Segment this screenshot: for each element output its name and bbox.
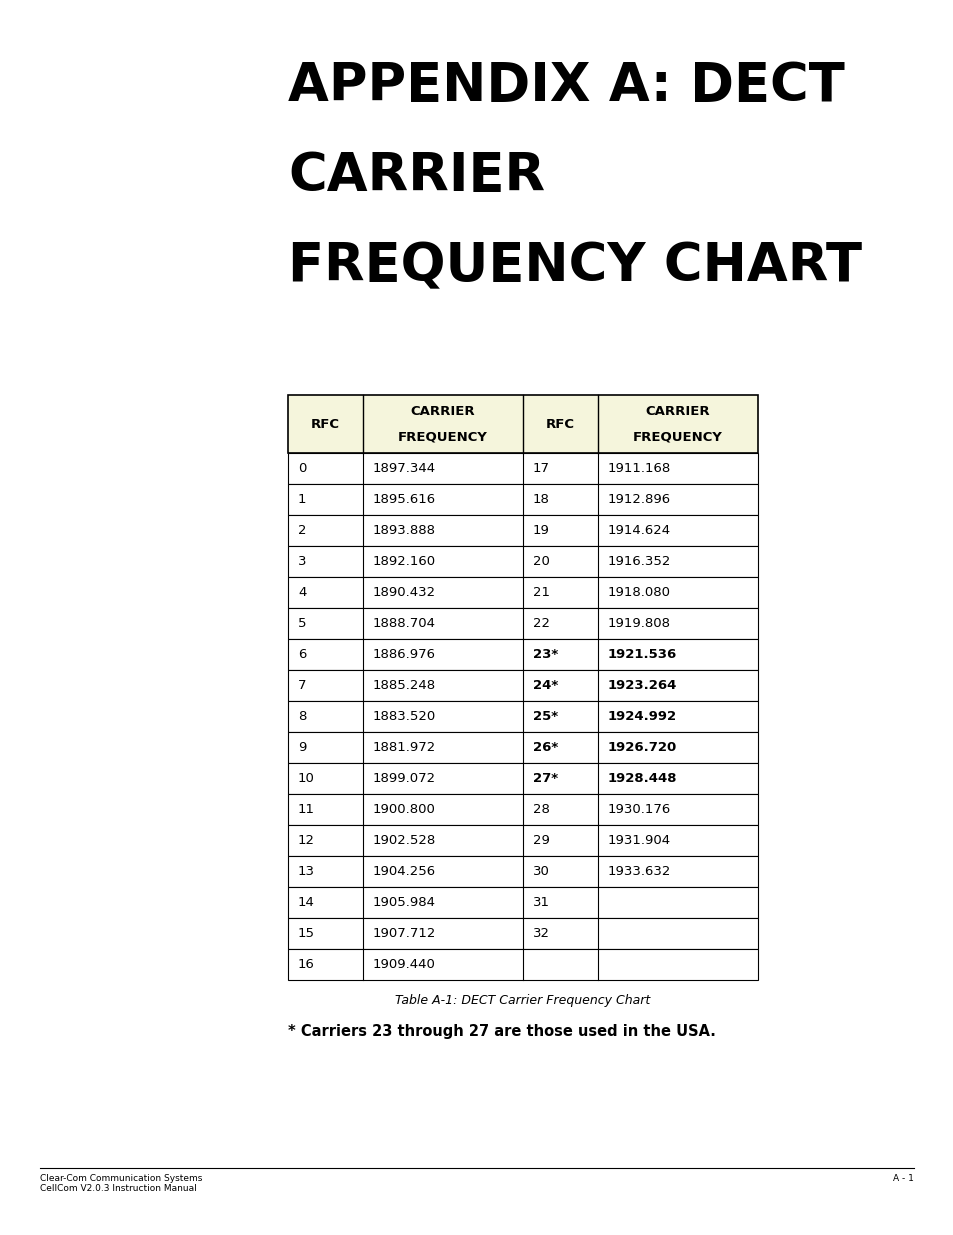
Text: 5: 5 <box>297 618 306 630</box>
Text: 1902.528: 1902.528 <box>373 834 436 847</box>
Text: CARRIER: CARRIER <box>288 149 544 203</box>
Text: 18: 18 <box>533 493 549 506</box>
Text: 6: 6 <box>297 648 306 661</box>
Bar <box>288 763 758 794</box>
Text: FREQUENCY: FREQUENCY <box>633 430 722 443</box>
Text: 14: 14 <box>297 897 314 909</box>
Bar <box>288 638 758 671</box>
Text: 10: 10 <box>297 772 314 785</box>
Bar <box>288 856 758 887</box>
Text: 1900.800: 1900.800 <box>373 803 436 816</box>
Text: CARRIER: CARRIER <box>410 405 475 417</box>
Text: 1907.712: 1907.712 <box>373 927 436 940</box>
Text: A - 1: A - 1 <box>892 1174 913 1183</box>
Text: 11: 11 <box>297 803 314 816</box>
Text: CARRIER: CARRIER <box>645 405 710 417</box>
Text: 1918.080: 1918.080 <box>607 585 670 599</box>
Text: 1881.972: 1881.972 <box>373 741 436 755</box>
Text: 1923.264: 1923.264 <box>607 679 677 692</box>
Text: 1926.720: 1926.720 <box>607 741 677 755</box>
Text: RFC: RFC <box>545 417 575 431</box>
Text: 30: 30 <box>533 864 549 878</box>
Text: 1883.520: 1883.520 <box>373 710 436 722</box>
Bar <box>288 825 758 856</box>
Text: Clear-Com Communication Systems
CellCom V2.0.3 Instruction Manual: Clear-Com Communication Systems CellCom … <box>40 1174 202 1193</box>
Text: 8: 8 <box>297 710 306 722</box>
Bar <box>288 887 758 918</box>
Text: 1885.248: 1885.248 <box>373 679 436 692</box>
Text: FREQUENCY CHART: FREQUENCY CHART <box>288 240 862 291</box>
Bar <box>288 608 758 638</box>
Text: 22: 22 <box>533 618 550 630</box>
Text: 29: 29 <box>533 834 549 847</box>
Text: 1897.344: 1897.344 <box>373 462 436 475</box>
Text: 12: 12 <box>297 834 314 847</box>
Text: 1914.624: 1914.624 <box>607 524 670 537</box>
Text: 1895.616: 1895.616 <box>373 493 436 506</box>
Text: 15: 15 <box>297 927 314 940</box>
Text: 17: 17 <box>533 462 550 475</box>
Text: 32: 32 <box>533 927 550 940</box>
Text: 1924.992: 1924.992 <box>607 710 677 722</box>
Text: 1911.168: 1911.168 <box>607 462 671 475</box>
Text: 3: 3 <box>297 555 306 568</box>
Text: 1905.984: 1905.984 <box>373 897 436 909</box>
Bar <box>288 515 758 546</box>
Text: 1928.448: 1928.448 <box>607 772 677 785</box>
Bar <box>288 546 758 577</box>
Text: 2: 2 <box>297 524 306 537</box>
Text: 1921.536: 1921.536 <box>607 648 677 661</box>
Bar <box>288 948 758 981</box>
Text: 1916.352: 1916.352 <box>607 555 671 568</box>
Text: APPENDIX A: DECT: APPENDIX A: DECT <box>288 61 843 112</box>
Text: 1909.440: 1909.440 <box>373 958 436 971</box>
Text: 1893.888: 1893.888 <box>373 524 436 537</box>
Bar <box>288 701 758 732</box>
Text: 1912.896: 1912.896 <box>607 493 670 506</box>
Text: 0: 0 <box>297 462 306 475</box>
Text: 1933.632: 1933.632 <box>607 864 671 878</box>
Text: 1890.432: 1890.432 <box>373 585 436 599</box>
Text: 1: 1 <box>297 493 306 506</box>
Text: 25*: 25* <box>533 710 558 722</box>
Text: 20: 20 <box>533 555 549 568</box>
Text: 1892.160: 1892.160 <box>373 555 436 568</box>
Text: 13: 13 <box>297 864 314 878</box>
Bar <box>288 484 758 515</box>
Text: 1888.704: 1888.704 <box>373 618 436 630</box>
Text: 28: 28 <box>533 803 549 816</box>
Bar <box>288 794 758 825</box>
Text: 27*: 27* <box>533 772 558 785</box>
Text: 31: 31 <box>533 897 550 909</box>
Bar <box>288 453 758 484</box>
Text: Table A-1: DECT Carrier Frequency Chart: Table A-1: DECT Carrier Frequency Chart <box>395 994 650 1007</box>
Text: 16: 16 <box>297 958 314 971</box>
Text: 26*: 26* <box>533 741 558 755</box>
Text: 23*: 23* <box>533 648 558 661</box>
Text: 1919.808: 1919.808 <box>607 618 670 630</box>
Text: FREQUENCY: FREQUENCY <box>397 430 487 443</box>
Text: 19: 19 <box>533 524 549 537</box>
Bar <box>288 577 758 608</box>
Bar <box>288 395 758 453</box>
Text: 1904.256: 1904.256 <box>373 864 436 878</box>
Text: 21: 21 <box>533 585 550 599</box>
Text: 1931.904: 1931.904 <box>607 834 670 847</box>
Text: 7: 7 <box>297 679 306 692</box>
Text: RFC: RFC <box>311 417 339 431</box>
Text: 1899.072: 1899.072 <box>373 772 436 785</box>
Text: 4: 4 <box>297 585 306 599</box>
Bar <box>288 918 758 948</box>
Bar <box>288 732 758 763</box>
Text: 1930.176: 1930.176 <box>607 803 671 816</box>
Text: 24*: 24* <box>533 679 558 692</box>
Text: 9: 9 <box>297 741 306 755</box>
Bar <box>288 671 758 701</box>
Text: 1886.976: 1886.976 <box>373 648 436 661</box>
Text: * Carriers 23 through 27 are those used in the USA.: * Carriers 23 through 27 are those used … <box>288 1024 715 1039</box>
